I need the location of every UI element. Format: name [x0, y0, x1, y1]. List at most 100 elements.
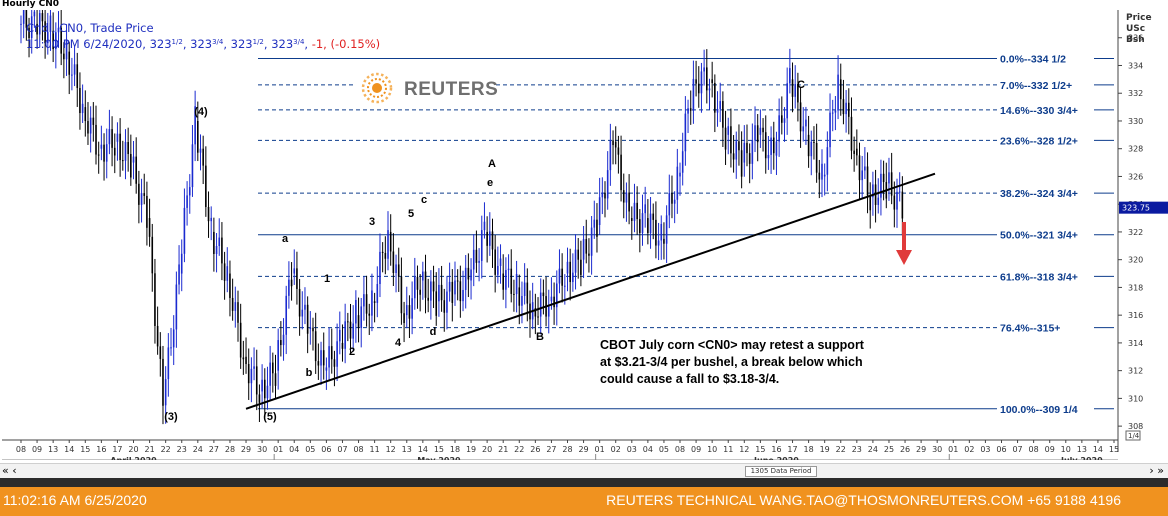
candle-body [539, 292, 542, 317]
y-axis-header: Bsh [1126, 35, 1145, 45]
candle-body [789, 68, 791, 84]
candle-body [162, 358, 164, 406]
candle-body [25, 8, 28, 28]
y-axis-header: Price [1126, 13, 1152, 23]
scroll-left-icon[interactable]: « ‹ [2, 464, 17, 477]
candle-body [312, 327, 314, 332]
x-tick-label: 16 [771, 445, 781, 454]
candle-body [778, 115, 780, 142]
candle-body [274, 373, 277, 386]
candle-body [207, 207, 210, 222]
candle-body [432, 281, 435, 292]
scroll-right-icon[interactable]: › » [1149, 464, 1164, 477]
candle-body [813, 141, 815, 143]
candle-body [864, 166, 866, 171]
candle-body [451, 281, 454, 303]
candle-body [427, 297, 429, 301]
candle-body [440, 284, 443, 301]
candle-body [847, 102, 850, 117]
candle-body [188, 187, 191, 196]
candle-body [336, 341, 338, 367]
wave-label: (4) [194, 106, 208, 118]
candle-body [239, 322, 242, 358]
horizontal-scrollbar[interactable]: « ‹ › » [0, 463, 1168, 478]
candle-body [550, 296, 553, 302]
candle-body [87, 121, 89, 134]
wave-label: 3 [369, 216, 375, 228]
candle-body [30, 16, 33, 38]
x-tick-label: 17 [112, 445, 122, 454]
candle-body [320, 350, 322, 366]
y-tick-label: 312 [1128, 367, 1143, 376]
x-tick-label: 08 [353, 445, 363, 454]
candle-body [748, 153, 751, 164]
candle-body [146, 195, 148, 228]
candle-body [454, 280, 456, 295]
data-period-box: 1305 Data Period [745, 466, 817, 477]
candle-body [641, 213, 644, 234]
candle-body [119, 133, 121, 161]
candle-body [255, 366, 258, 395]
fib-label-bg [997, 269, 1094, 283]
candle-body [888, 172, 890, 184]
fib-label-bg [997, 51, 1094, 65]
candle-body [582, 239, 585, 260]
candle-body [76, 64, 79, 88]
x-tick-label: 10 [707, 445, 717, 454]
x-tick-label: 16 [96, 445, 106, 454]
candle-body [515, 273, 518, 295]
y-tick-label: 316 [1128, 311, 1143, 320]
candle-body [381, 251, 384, 253]
candle-body [389, 231, 392, 252]
candle-body [178, 264, 180, 285]
chart-frame: 0.0%--334 1/2 7.0%--332 1/2+ 14.6%--330 3/… [0, 0, 1168, 465]
candle-body [143, 193, 146, 196]
x-tick-label: 25 [884, 445, 894, 454]
wave-label: b [306, 367, 313, 379]
fib-level-label: 100.0%--309 1/4 [1000, 404, 1078, 416]
candle-body [756, 125, 759, 143]
x-tick-label: 11 [723, 445, 733, 454]
candle-body [210, 217, 213, 222]
x-tick-label: 30 [257, 445, 267, 454]
y-tick-label: 318 [1128, 283, 1143, 292]
candle-body [41, 13, 44, 22]
candle-body [872, 184, 874, 198]
candle-body [79, 87, 81, 114]
candle-body [566, 261, 569, 274]
x-tick-label: 29 [241, 445, 251, 454]
x-tick-label: 21 [144, 445, 154, 454]
candle-body [719, 101, 721, 109]
candle-body [272, 362, 274, 374]
candle-body [414, 276, 416, 299]
x-tick-label: 03 [980, 445, 990, 454]
candle-body [673, 199, 676, 204]
candle-body [577, 249, 580, 260]
candle-body [253, 366, 255, 369]
candle-body [245, 356, 247, 365]
candle-body [649, 213, 652, 234]
candle-body [625, 192, 628, 203]
candle-body [588, 253, 590, 256]
x-tick-label: 01 [273, 445, 283, 454]
candle-body [49, 15, 52, 32]
footer-credit: REUTERS TECHNICAL WANG.TAO@THOSMONREUTER… [606, 492, 1121, 508]
wave-label: e [487, 177, 493, 189]
candle-body [762, 127, 764, 133]
candle-body [448, 281, 451, 292]
candle-body [97, 154, 100, 156]
candle-body [818, 172, 821, 180]
candle-body [612, 140, 614, 146]
candle-body [55, 32, 57, 50]
candle-body [845, 102, 847, 115]
candle-body [467, 267, 470, 280]
candle-body [419, 289, 421, 295]
candle-body [772, 137, 775, 154]
fib-level-label: 7.0%--332 1/2+ [1000, 80, 1072, 92]
candle-body [572, 272, 574, 283]
candle-body [221, 237, 223, 264]
info-close-frac: 3/4 [293, 38, 305, 46]
candle-body [606, 170, 609, 199]
candle-body [896, 191, 898, 210]
candle-body [671, 193, 673, 204]
